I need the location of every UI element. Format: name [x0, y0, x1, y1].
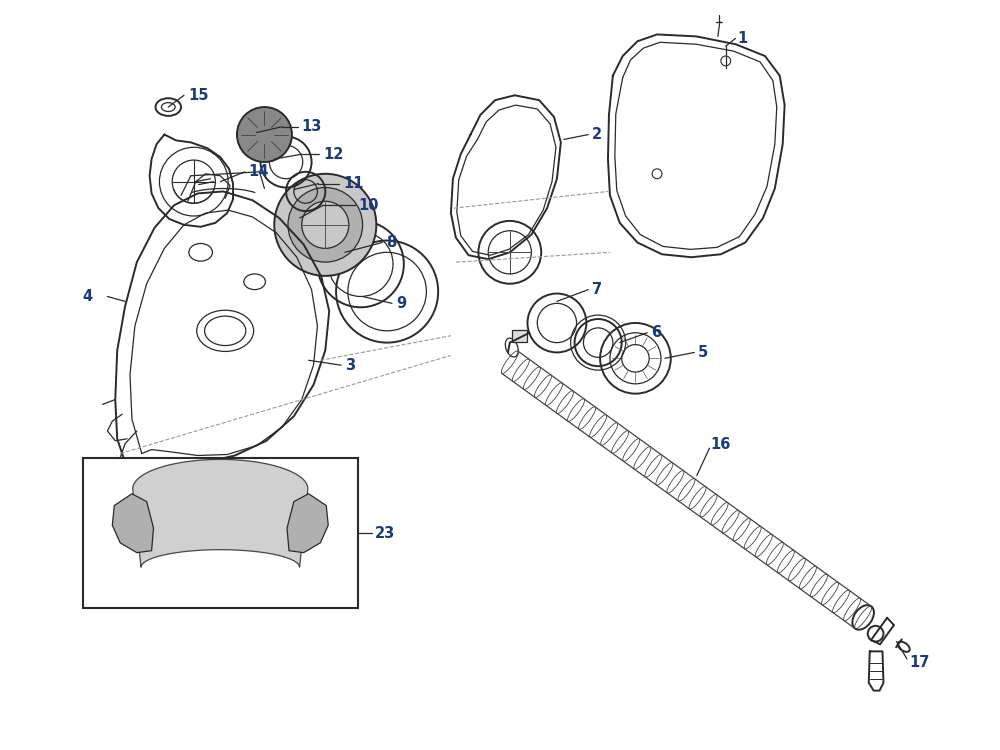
- Text: 5: 5: [698, 345, 709, 360]
- Text: 16: 16: [711, 437, 731, 452]
- Text: 9: 9: [396, 296, 406, 310]
- Polygon shape: [287, 494, 328, 553]
- Text: 10: 10: [359, 198, 379, 213]
- Text: 15: 15: [188, 88, 208, 103]
- Text: 7: 7: [592, 282, 602, 297]
- Polygon shape: [112, 494, 154, 553]
- Text: 4: 4: [83, 289, 93, 304]
- Circle shape: [288, 188, 363, 262]
- Circle shape: [237, 107, 292, 162]
- Bar: [83, 458, 358, 608]
- Text: 8: 8: [386, 235, 396, 250]
- Text: 23: 23: [375, 526, 396, 541]
- Text: 6: 6: [651, 326, 661, 340]
- Polygon shape: [133, 460, 308, 567]
- Text: 13: 13: [302, 119, 322, 134]
- Text: 11: 11: [343, 176, 363, 191]
- Bar: [512, 330, 527, 342]
- Text: 2: 2: [592, 127, 602, 142]
- Circle shape: [274, 174, 376, 276]
- Text: 14: 14: [249, 164, 269, 179]
- Text: 12: 12: [323, 147, 344, 162]
- Text: 3: 3: [345, 358, 355, 373]
- Circle shape: [302, 201, 349, 248]
- Text: 17: 17: [909, 655, 930, 670]
- Text: 1: 1: [738, 31, 748, 46]
